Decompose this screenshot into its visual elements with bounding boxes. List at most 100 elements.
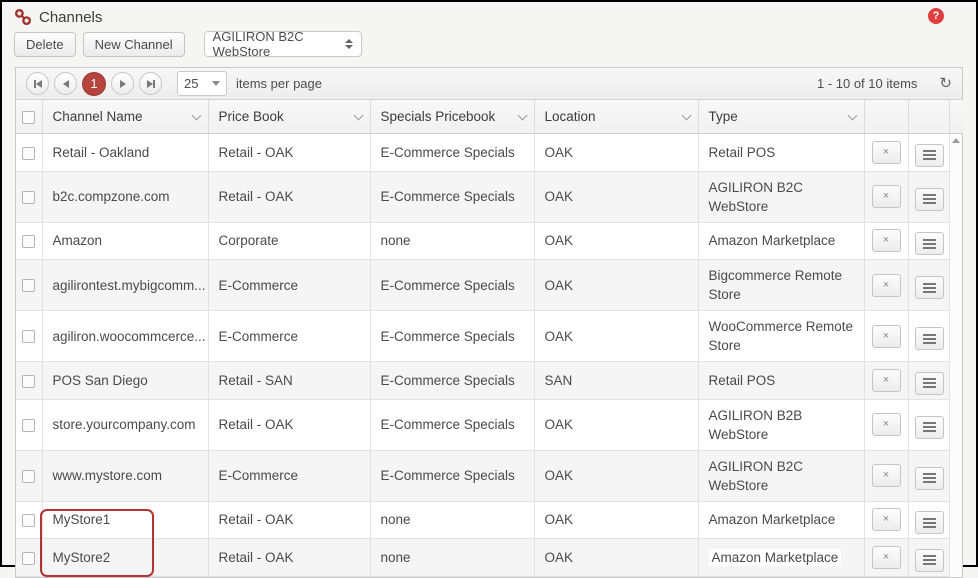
cell-price-book: E-Commerce [208,310,371,362]
page-header: Channels [14,8,102,26]
row-checkbox[interactable] [22,146,36,160]
hamburger-icon [922,378,936,388]
cell-location: OAK [534,538,699,577]
previous-page-button[interactable] [54,72,77,95]
row-checkbox[interactable] [22,418,36,432]
cell-type: AGILIRON B2C WebStore [698,171,865,223]
cell-type: Amazon Marketplace [698,222,865,260]
column-header-location[interactable]: Location [534,100,699,134]
cell-price-book: Retail - OAK [208,171,371,223]
row-menu-button[interactable] [914,548,944,572]
hamburger-icon [922,194,936,205]
table-row: Retail - Oakland Retail - OAK E-Commerce… [16,134,949,172]
cell-channel-name: Retail - Oakland [42,134,209,172]
grid-header: Channel Name Price Book Specials Pricebo… [16,100,963,134]
cell-location: OAK [534,134,699,172]
row-menu-button[interactable] [914,415,944,439]
page-size-select[interactable]: 25 [177,71,227,96]
cell-channel-name: POS San Diego [42,361,209,400]
help-icon[interactable]: ? [928,8,944,24]
row-menu-button[interactable] [914,371,944,395]
cell-price-book: E-Commerce [208,450,371,502]
cell-type: Amazon Marketplace [698,538,865,577]
delete-row-button[interactable]: × [871,140,901,164]
chevron-down-icon[interactable] [847,110,857,120]
row-menu-button[interactable] [914,327,944,351]
row-checkbox[interactable] [22,469,36,483]
grid-body: Retail - Oakland Retail - OAK E-Commerce… [16,134,962,577]
column-header-spacer [949,100,963,134]
row-menu-button[interactable] [914,466,944,490]
cell-type: WooCommerce Remote Store [698,310,865,362]
chevron-down-icon[interactable] [517,110,527,120]
cell-specials-pricebook: E-Commerce Specials [370,134,535,172]
row-checkbox[interactable] [22,551,36,565]
cell-specials-pricebook: E-Commerce Specials [370,259,535,311]
table-row: POS San Diego Retail - SAN E-Commerce Sp… [16,361,949,400]
delete-row-button[interactable]: × [871,273,901,297]
column-header-channel-name[interactable]: Channel Name [42,100,209,134]
row-menu-button[interactable] [914,187,944,211]
chevron-down-icon[interactable] [353,110,363,120]
column-header-price-book[interactable]: Price Book [208,100,371,134]
row-checkbox[interactable] [22,374,36,388]
page-title: Channels [39,8,103,26]
table-row: Amazon Corporate none OAK Amazon Marketp… [16,222,949,260]
next-page-button[interactable] [111,72,134,95]
channel-type-selected-value: AGILIRON B2C WebStore [212,29,304,59]
table-row-mystore2: MyStore2 Retail - OAK none OAK Amazon Ma… [16,538,949,577]
cell-location: OAK [534,450,699,502]
cell-specials-pricebook: E-Commerce Specials [370,310,535,362]
delete-row-button[interactable]: × [871,413,901,436]
cell-location: OAK [534,171,699,223]
table-row: agilirontest.mybigcomm... E-Commerce E-C… [16,259,949,311]
delete-row-button[interactable]: × [871,185,901,208]
chevron-down-icon[interactable] [191,110,201,120]
row-checkbox[interactable] [22,330,36,344]
vertical-scrollbar[interactable] [949,134,962,577]
cell-price-book: Retail - OAK [208,501,371,539]
cell-location: OAK [534,310,699,362]
column-header-type[interactable]: Type [698,100,865,134]
delete-row-button[interactable]: × [871,229,901,253]
updown-arrows-icon [344,39,353,49]
chevron-down-icon[interactable] [681,110,691,120]
column-header-specials-pricebook[interactable]: Specials Pricebook [370,100,535,134]
cell-channel-name: www.mystore.com [42,450,209,502]
current-page-button[interactable]: 1 [82,71,106,96]
last-page-button[interactable] [139,72,162,95]
delete-row-button[interactable]: × [871,464,901,487]
new-channel-button[interactable]: New Channel [82,31,185,57]
row-menu-button[interactable] [914,511,944,534]
channel-type-select[interactable]: AGILIRON B2C WebStore [203,29,362,59]
row-checkbox[interactable] [22,279,36,293]
scroll-up-arrow-icon[interactable] [952,138,960,143]
channels-chain-icon [14,8,32,26]
refresh-icon[interactable]: ↻ [939,75,952,92]
delete-row-button[interactable]: × [871,368,901,392]
row-menu-button[interactable] [914,232,944,255]
header-row: Channel Name Price Book Specials Pricebo… [16,100,963,134]
delete-row-button[interactable]: × [871,324,901,348]
row-menu-button[interactable] [914,276,944,300]
cell-location: OAK [534,259,699,311]
items-per-page-label: items per page [236,76,322,91]
cell-type: Bigcommerce Remote Store [698,259,865,311]
pager-bar: 1 25 items per page 1 - 10 of 10 items ↻ [16,68,962,100]
cell-channel-name: agiliron.woocommcerce... [42,310,209,362]
column-header-menu [908,100,950,134]
select-all-checkbox-cell [16,100,43,134]
cell-specials-pricebook: none [370,222,535,260]
first-page-button[interactable] [26,72,49,95]
row-checkbox[interactable] [22,190,36,204]
row-menu-button[interactable] [914,143,944,167]
select-all-checkbox[interactable] [22,110,36,124]
delete-button[interactable]: Delete [14,31,76,57]
cell-type: Retail POS [698,134,865,172]
hamburger-icon [922,555,936,565]
row-checkbox[interactable] [22,514,36,528]
delete-row-button[interactable]: × [871,545,901,569]
row-checkbox[interactable] [22,235,36,249]
delete-row-button[interactable]: × [871,508,901,532]
